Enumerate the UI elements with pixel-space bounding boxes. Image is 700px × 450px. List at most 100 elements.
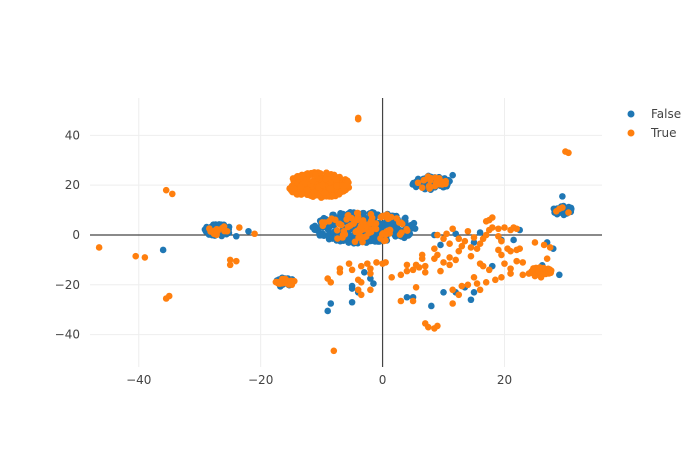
point-true[interactable]	[366, 219, 374, 227]
point-true[interactable]	[343, 182, 351, 189]
point-true[interactable]	[431, 245, 438, 252]
point-true[interactable]	[495, 246, 502, 254]
point-false[interactable]	[383, 221, 391, 228]
point-true[interactable]	[278, 275, 286, 283]
point-true[interactable]	[516, 245, 524, 252]
point-true[interactable]	[312, 171, 319, 179]
point-true[interactable]	[357, 291, 365, 299]
point-true[interactable]	[543, 255, 551, 262]
point-false[interactable]	[559, 193, 566, 200]
point-true[interactable]	[482, 231, 490, 239]
point-true[interactable]	[213, 225, 220, 233]
point-true[interactable]	[482, 279, 490, 286]
point-true[interactable]	[440, 235, 447, 243]
point-true[interactable]	[415, 264, 423, 271]
point-true[interactable]	[458, 242, 466, 250]
point-false[interactable]	[360, 269, 368, 276]
point-true[interactable]	[438, 181, 446, 188]
point-true[interactable]	[464, 227, 472, 235]
point-true[interactable]	[519, 271, 527, 279]
point-true[interactable]	[485, 266, 493, 274]
point-true[interactable]	[461, 237, 469, 245]
point-true[interactable]	[431, 182, 439, 190]
point-true[interactable]	[309, 177, 317, 185]
point-true[interactable]	[322, 175, 330, 183]
point-true[interactable]	[547, 267, 555, 274]
point-true[interactable]	[359, 238, 366, 246]
point-true[interactable]	[286, 278, 294, 286]
point-false[interactable]	[402, 232, 410, 240]
point-true[interactable]	[343, 216, 350, 223]
point-false[interactable]	[309, 223, 317, 231]
point-true[interactable]	[321, 189, 328, 197]
point-true[interactable]	[562, 148, 569, 155]
point-true[interactable]	[357, 279, 365, 286]
point-false[interactable]	[345, 239, 353, 246]
point-true[interactable]	[455, 291, 463, 299]
point-true[interactable]	[319, 181, 327, 189]
point-false[interactable]	[245, 227, 252, 235]
point-false[interactable]	[411, 225, 419, 232]
point-true[interactable]	[455, 247, 463, 255]
point-true[interactable]	[367, 265, 374, 272]
point-true[interactable]	[348, 214, 356, 222]
point-true[interactable]	[495, 232, 502, 240]
legend-item-false[interactable]: False	[627, 107, 682, 121]
point-true[interactable]	[345, 260, 353, 267]
point-true[interactable]	[344, 177, 351, 185]
point-false[interactable]	[428, 302, 435, 310]
point-true[interactable]	[372, 225, 380, 233]
point-true[interactable]	[513, 257, 520, 265]
point-true[interactable]	[412, 284, 420, 291]
point-true[interactable]	[336, 220, 343, 228]
point-true[interactable]	[403, 227, 411, 234]
point-true[interactable]	[501, 260, 508, 267]
point-true[interactable]	[207, 228, 214, 235]
point-true[interactable]	[501, 224, 508, 231]
point-true[interactable]	[488, 224, 496, 231]
point-false[interactable]	[232, 232, 240, 240]
point-true[interactable]	[329, 192, 336, 200]
point-true[interactable]	[377, 213, 385, 221]
point-true[interactable]	[418, 251, 426, 259]
point-false[interactable]	[470, 288, 478, 296]
point-true[interactable]	[537, 274, 545, 281]
point-true[interactable]	[424, 323, 432, 331]
point-true[interactable]	[354, 209, 362, 217]
point-true[interactable]	[364, 260, 371, 267]
point-true[interactable]	[476, 240, 484, 248]
point-false[interactable]	[437, 241, 444, 249]
point-true[interactable]	[455, 235, 463, 243]
point-true[interactable]	[464, 281, 472, 289]
point-false[interactable]	[329, 235, 336, 242]
point-true[interactable]	[507, 265, 514, 272]
point-true[interactable]	[378, 231, 386, 238]
point-false[interactable]	[470, 239, 478, 246]
point-true[interactable]	[565, 209, 572, 216]
point-true[interactable]	[498, 251, 505, 259]
point-true[interactable]	[424, 173, 432, 180]
point-true[interactable]	[443, 230, 450, 238]
point-true[interactable]	[473, 245, 481, 252]
point-true[interactable]	[303, 186, 311, 194]
point-true[interactable]	[421, 269, 429, 276]
point-false[interactable]	[449, 171, 456, 179]
point-true[interactable]	[525, 270, 533, 277]
point-true[interactable]	[467, 244, 475, 251]
point-true[interactable]	[236, 224, 243, 231]
point-true[interactable]	[232, 257, 240, 265]
point-true[interactable]	[446, 261, 453, 269]
point-true[interactable]	[403, 267, 411, 275]
point-true[interactable]	[498, 274, 505, 281]
point-true[interactable]	[397, 219, 405, 226]
point-true[interactable]	[435, 174, 443, 182]
point-true[interactable]	[434, 251, 441, 259]
point-true[interactable]	[470, 234, 478, 241]
point-true[interactable]	[556, 205, 563, 213]
point-false[interactable]	[440, 288, 447, 296]
point-false[interactable]	[403, 293, 411, 301]
point-true[interactable]	[162, 186, 170, 194]
point-true[interactable]	[326, 185, 334, 192]
point-true[interactable]	[421, 262, 429, 270]
point-false[interactable]	[348, 298, 356, 306]
